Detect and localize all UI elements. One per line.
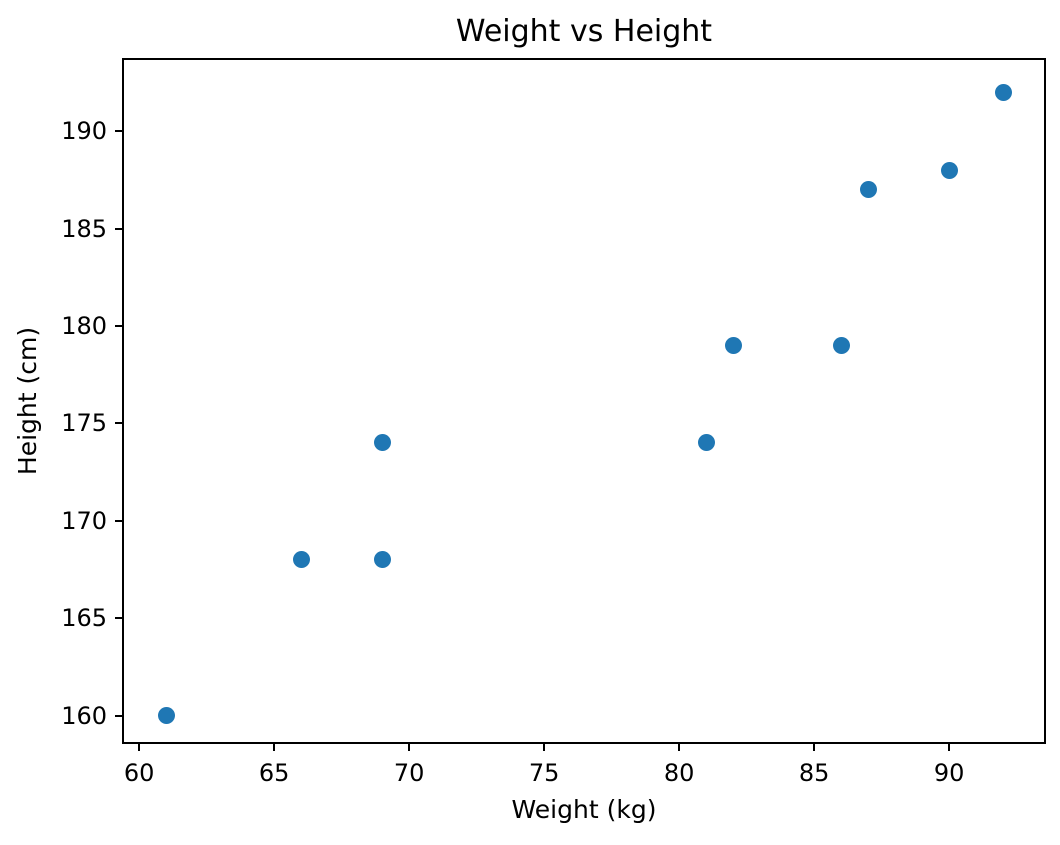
y-tick-label: 175	[61, 409, 107, 438]
y-tick-mark	[115, 617, 122, 620]
x-axis-label: Weight (kg)	[511, 795, 657, 824]
y-tick-label: 170	[61, 506, 107, 535]
y-tick-mark	[115, 227, 122, 230]
y-tick-label: 160	[61, 701, 107, 730]
data-point	[859, 181, 877, 199]
x-tick-label: 60	[123, 759, 155, 787]
data-point	[994, 83, 1012, 101]
x-tick-label: 65	[258, 759, 290, 787]
chart-title: Weight vs Height	[455, 14, 713, 49]
x-tick-mark	[543, 744, 546, 751]
x-tick-mark	[408, 744, 411, 751]
y-tick-label: 185	[61, 214, 107, 243]
x-tick-label: 70	[393, 759, 425, 787]
y-tick-mark	[115, 519, 122, 522]
y-tick-mark	[115, 714, 122, 717]
x-tick-label: 90	[933, 759, 965, 787]
data-point	[832, 336, 850, 354]
y-tick-mark	[115, 324, 122, 327]
x-tick-label: 80	[663, 759, 695, 787]
y-tick-label: 190	[61, 117, 107, 146]
data-point	[292, 551, 310, 569]
y-tick-label: 165	[61, 604, 107, 633]
data-point	[373, 434, 391, 452]
data-point	[373, 551, 391, 569]
x-tick-label: 75	[528, 759, 560, 787]
data-point	[724, 336, 742, 354]
plot-area	[122, 58, 1046, 744]
y-tick-mark	[115, 422, 122, 425]
x-tick-mark	[138, 744, 141, 751]
y-tick-label: 180	[61, 311, 107, 340]
x-tick-mark	[273, 744, 276, 751]
x-tick-mark	[948, 744, 951, 751]
y-tick-mark	[115, 130, 122, 133]
data-point	[697, 434, 715, 452]
y-axis-label: Height (cm)	[13, 326, 42, 476]
data-point	[157, 707, 175, 725]
data-point	[940, 161, 958, 179]
x-tick-mark	[678, 744, 681, 751]
x-tick-mark	[813, 744, 816, 751]
x-tick-label: 85	[798, 759, 830, 787]
